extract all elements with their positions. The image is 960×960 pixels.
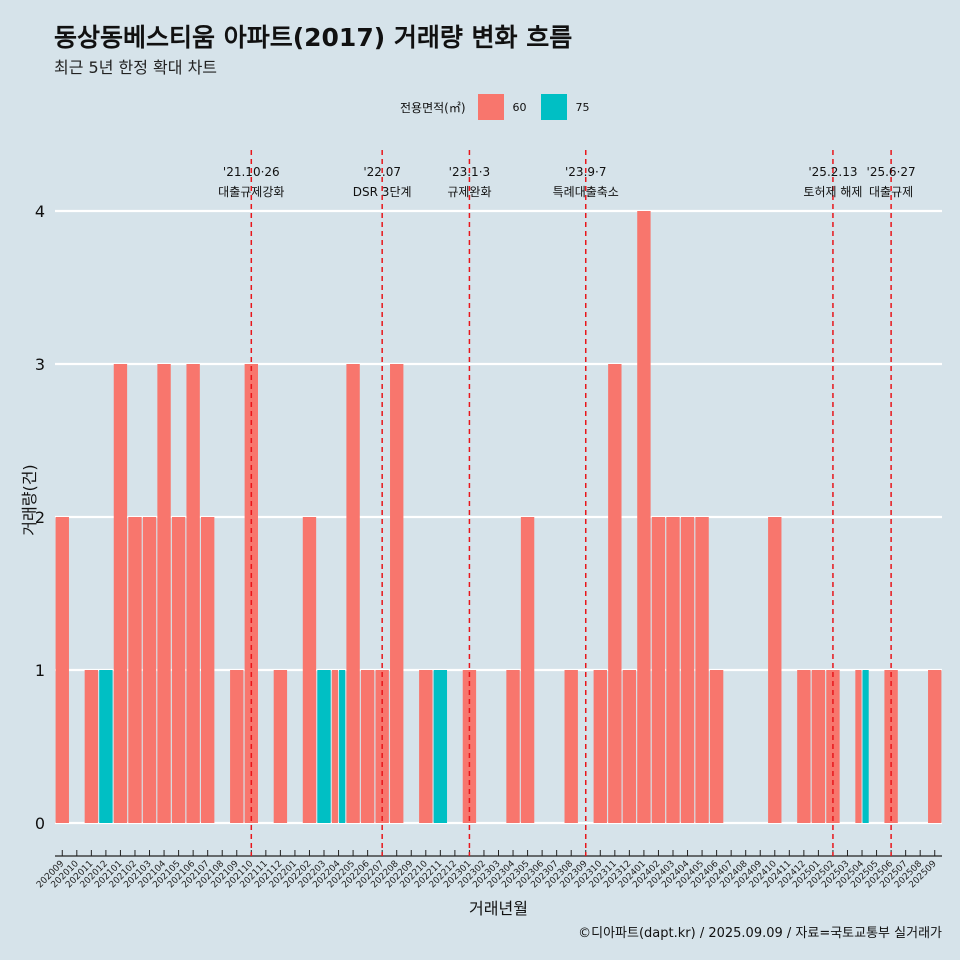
event-date-label: '23.1·3: [449, 165, 490, 179]
bar-60: [200, 517, 215, 823]
y-tick-label: 3: [35, 355, 45, 374]
bar-60: [797, 670, 811, 823]
bar-75: [433, 670, 448, 823]
bar-60: [113, 364, 128, 823]
bar-60: [346, 364, 360, 823]
event-name-label: 토허제 해제: [803, 185, 862, 199]
event-date-label: '22.07: [363, 165, 401, 179]
legend-label-75: 75: [575, 100, 590, 114]
bar-60: [230, 670, 244, 823]
legend-label-60: 60: [512, 100, 527, 114]
bar-60: [360, 670, 375, 823]
bar-60: [651, 517, 666, 823]
bar-60: [390, 364, 404, 823]
event-date-label: '21.10·26: [223, 165, 280, 179]
bar-60: [55, 517, 69, 823]
bar-60: [171, 517, 186, 823]
bar-75: [862, 670, 869, 823]
bar-60: [302, 517, 317, 823]
event-date-label: '23.9·7: [565, 165, 606, 179]
legend-key-75: [540, 94, 567, 120]
chart-title: 동상동베스티움 아파트(2017) 거래량 변화 흐름: [54, 23, 573, 52]
x-axis-title: 거래년월: [469, 899, 528, 918]
source-caption: ©디아파트(dapt.kr) / 2025.09.09 / 자료=국토교통부 실…: [578, 926, 942, 941]
y-axis-title: 거래량(건): [20, 464, 39, 535]
bar-60: [666, 517, 680, 823]
bar-60: [331, 670, 339, 823]
event-date-label: '25.2.13: [808, 165, 857, 179]
event-date-label: '25.6·27: [867, 165, 916, 179]
legend-title: 전용면적(㎡): [400, 100, 466, 115]
bar-60: [506, 670, 520, 823]
bar-60: [419, 670, 433, 823]
event-name-label: 규제완화: [447, 185, 491, 199]
bar-75: [99, 670, 113, 823]
y-tick-label: 4: [35, 202, 45, 221]
bar-75: [339, 670, 346, 823]
event-name-label: 대출규제강화: [218, 185, 284, 199]
bar-60: [273, 670, 288, 823]
bar-60: [128, 517, 142, 823]
bar-75: [317, 670, 331, 823]
y-tick-label: 1: [35, 661, 45, 680]
bar-60: [593, 670, 607, 823]
bar-60: [186, 364, 200, 823]
bar-60: [564, 670, 578, 823]
bar-60: [622, 670, 637, 823]
legend-key-60: [477, 94, 504, 120]
bar-60: [768, 517, 782, 823]
bar-60: [695, 517, 709, 823]
bar-60: [84, 670, 99, 823]
y-tick-label: 2: [35, 508, 45, 527]
bar-60: [520, 517, 535, 823]
bar-60: [811, 670, 826, 823]
bar-60: [709, 670, 724, 823]
bar-60: [157, 364, 171, 823]
bar-60: [637, 211, 651, 823]
event-name-label: 특례대출축소: [553, 185, 619, 199]
event-name-label: 대출규제: [869, 185, 913, 199]
chart-subtitle: 최근 5년 한정 확대 차트: [54, 58, 218, 77]
bar-60: [855, 670, 862, 823]
bar-60: [928, 670, 942, 823]
bar-60: [680, 517, 695, 823]
y-tick-label: 0: [35, 814, 45, 833]
bar-60: [608, 364, 622, 823]
event-name-label: DSR 3단계: [353, 185, 412, 199]
bar-60: [142, 517, 157, 823]
legend: 전용면적(㎡) 60 75: [400, 94, 604, 120]
